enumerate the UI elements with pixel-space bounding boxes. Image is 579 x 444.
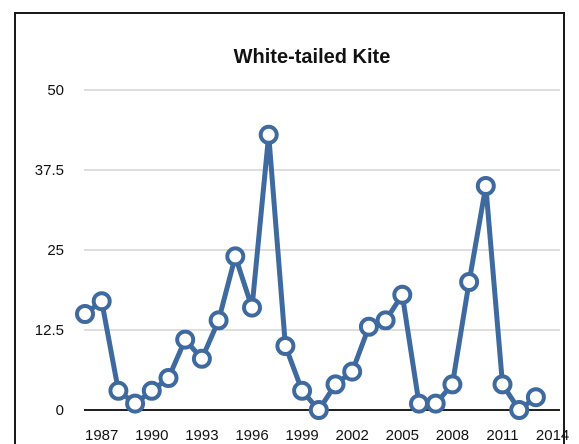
x-tick-label: 1999 [285,427,318,444]
data-point [308,400,329,420]
data-point [158,368,179,388]
x-tick-label: 2005 [386,427,419,444]
data-point [242,297,262,318]
y-tick-label: 0 [56,402,64,419]
series [75,124,546,420]
data-point [342,361,363,382]
x-tick-label: 2008 [436,427,469,444]
y-tick-label: 50 [47,82,64,99]
x-tick-label: 1993 [185,427,218,444]
data-point [425,393,446,414]
data-point [442,374,463,395]
gridlines [84,89,560,411]
data-point [225,246,246,267]
x-tick-label: 1990 [135,427,168,444]
chart-title: White-tailed Kite [234,46,391,68]
series-line [82,132,539,413]
data-point [475,176,496,196]
data-point [392,284,413,305]
data-point [409,393,429,414]
x-axis-ticks: 1987 1990 1993 1996 1999 2002 2005 2008 2011 2014 [85,427,569,444]
x-tick-label: 2002 [336,427,369,444]
x-tick-label: 2011 [486,427,518,444]
data-point [492,374,513,395]
data-point [375,310,396,331]
y-axis-ticks: 0 12.5 25 37.5 50 [35,82,64,419]
y-tick-label: 37.5 [35,162,64,179]
x-tick-label: 2014 [536,427,569,444]
data-point [258,124,279,145]
data-point [175,329,196,350]
data-point [191,348,212,369]
data-point [509,400,530,420]
data-point [525,387,546,408]
data-point [91,291,112,312]
chart-frame [14,12,565,444]
data-point [108,380,129,401]
y-tick-label: 25 [47,242,64,259]
data-point [125,393,146,414]
y-tick-label: 12.5 [35,322,64,339]
data-point [141,380,162,401]
data-point [75,304,95,324]
data-point [208,310,229,331]
x-tick-label: 1987 [85,427,118,444]
data-point [275,336,296,356]
data-point [358,316,379,337]
data-point [292,380,313,401]
data-point [325,374,346,395]
x-tick-label: 1996 [235,427,268,444]
data-point [459,272,480,292]
